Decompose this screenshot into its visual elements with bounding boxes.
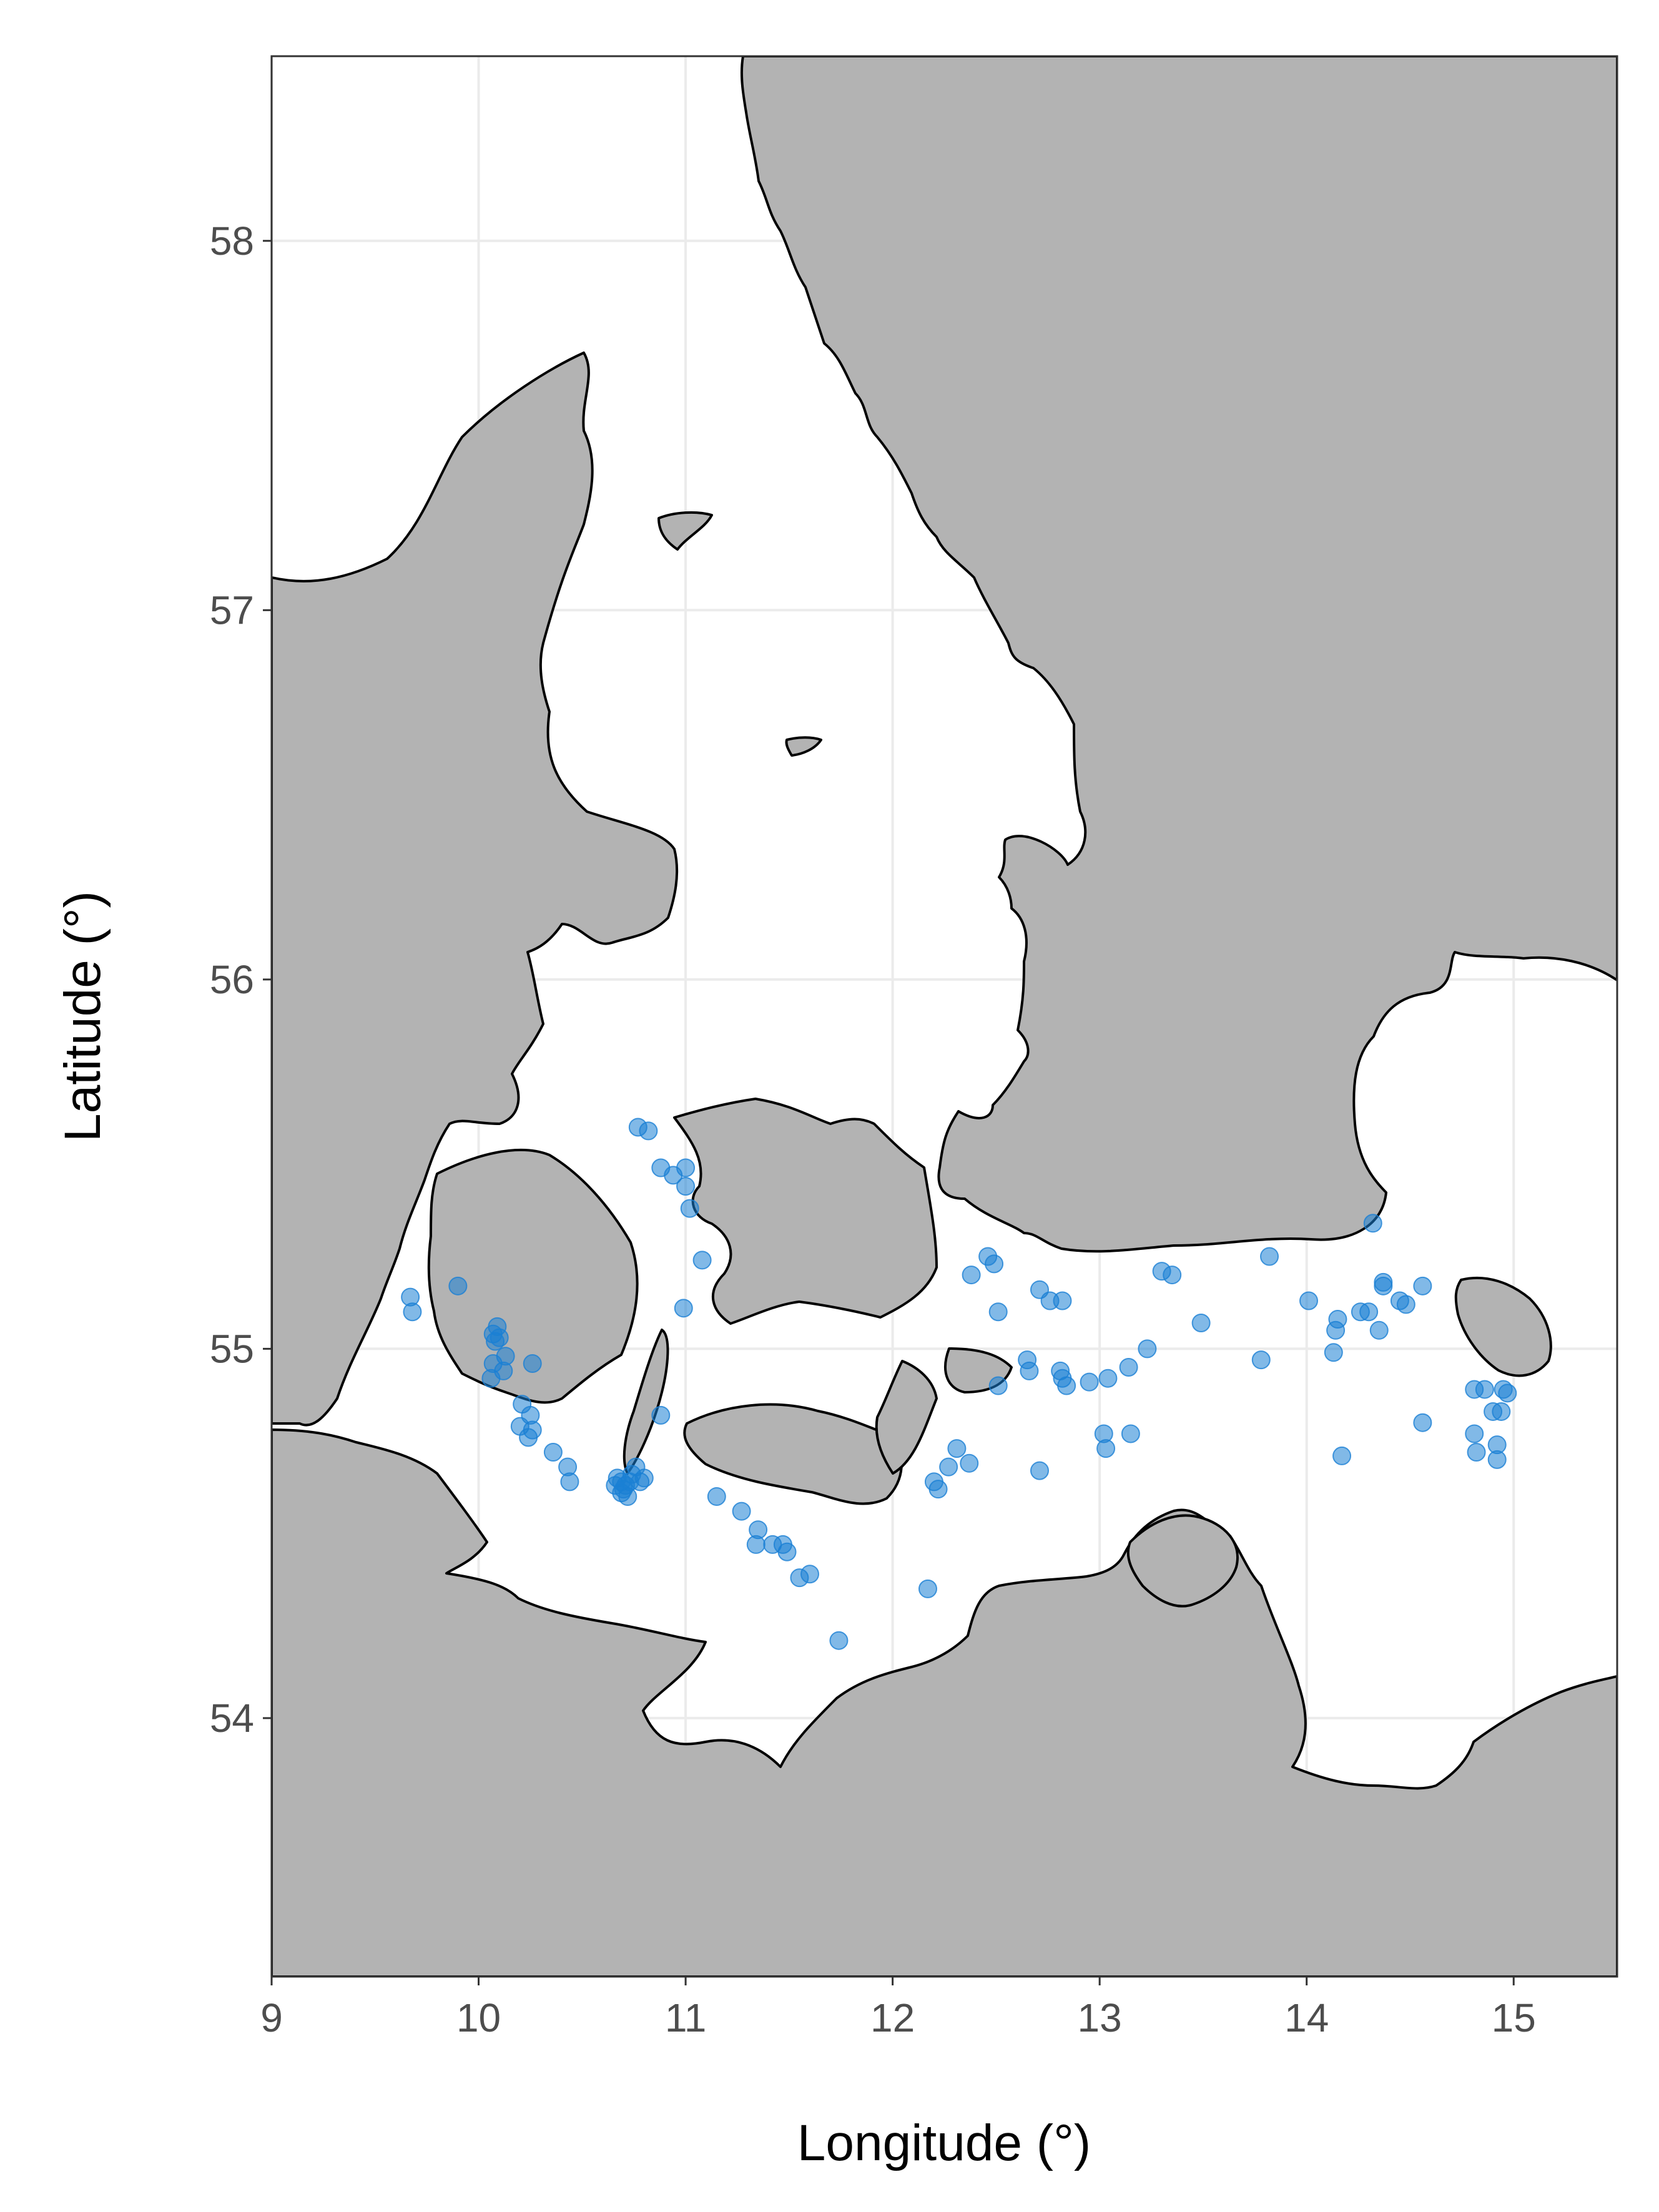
land-funen: [427, 1148, 639, 1404]
station-point: [403, 1302, 422, 1322]
station-point: [732, 1502, 751, 1521]
station-point: [560, 1472, 579, 1492]
station-point: [692, 1251, 712, 1270]
x-axis: 9 10 11 12 13 14 15: [260, 1977, 1536, 2040]
station-point: [960, 1453, 979, 1473]
station-point: [1163, 1266, 1182, 1285]
station-point: [939, 1457, 958, 1477]
station-point: [1465, 1424, 1484, 1443]
station-point: [1251, 1350, 1271, 1370]
land-falster: [875, 1360, 938, 1475]
x-tick-label: 9: [260, 1995, 283, 2040]
station-point: [988, 1302, 1008, 1322]
land-bornholm: [1454, 1276, 1552, 1377]
station-point: [1492, 1402, 1511, 1421]
y-axis-title: Latitude (°): [54, 891, 111, 1142]
station-points: [401, 1118, 1517, 1650]
station-point: [519, 1428, 538, 1447]
station-point: [1374, 1272, 1393, 1292]
station-point: [680, 1199, 699, 1218]
station-point: [1057, 1376, 1076, 1395]
station-point: [1121, 1424, 1140, 1443]
land-zealand: [673, 1098, 938, 1325]
land-anholt: [657, 511, 713, 551]
x-tick-label: 11: [665, 1995, 706, 2040]
x-tick-label: 13: [1078, 1995, 1122, 2040]
station-point: [1299, 1291, 1319, 1310]
station-point: [746, 1535, 766, 1554]
land-germany-poland: [272, 1428, 1617, 1977]
station-point: [1487, 1450, 1507, 1469]
station-point: [829, 1631, 849, 1650]
station-point: [1053, 1291, 1072, 1310]
station-point: [985, 1254, 1004, 1274]
station-point: [676, 1158, 696, 1177]
station-point: [1413, 1413, 1432, 1432]
x-axis-title: Longitude (°): [797, 2115, 1091, 2171]
station-point: [620, 1472, 639, 1492]
station-point: [1363, 1214, 1382, 1233]
y-axis: 54 55 56 57 58: [210, 219, 272, 1741]
station-point: [1359, 1302, 1379, 1322]
station-point: [1369, 1320, 1389, 1340]
station-point: [1030, 1461, 1050, 1480]
x-tick-label: 12: [870, 1995, 915, 2040]
y-tick-label: 55: [210, 1326, 254, 1371]
station-point: [918, 1579, 937, 1598]
land-layer: [272, 56, 1617, 1977]
station-point: [1096, 1439, 1116, 1458]
y-tick-label: 58: [210, 219, 254, 263]
station-point: [676, 1177, 696, 1196]
station-point: [1413, 1276, 1432, 1295]
station-point: [1498, 1384, 1517, 1403]
station-point: [448, 1276, 468, 1295]
x-tick-label: 10: [456, 1995, 501, 2040]
station-point: [1098, 1369, 1118, 1388]
station-point: [1080, 1372, 1099, 1392]
y-tick-label: 57: [210, 587, 254, 632]
station-point: [1475, 1380, 1494, 1399]
station-point: [1324, 1343, 1343, 1362]
station-point: [628, 1118, 647, 1137]
panel-border: [270, 55, 1618, 1978]
land-jutland: [272, 351, 679, 1427]
y-tick-label: 56: [210, 957, 254, 1002]
station-point: [490, 1328, 509, 1347]
station-point: [800, 1565, 819, 1584]
station-point: [1467, 1443, 1486, 1462]
station-point: [777, 1542, 797, 1561]
station-point: [1020, 1361, 1039, 1380]
station-point: [1260, 1247, 1279, 1266]
station-point: [1328, 1310, 1347, 1329]
land-small-island: [785, 736, 822, 757]
station-point: [523, 1354, 542, 1374]
station-point: [674, 1299, 693, 1318]
land-sweden: [740, 56, 1617, 1253]
station-point: [1119, 1357, 1138, 1377]
land-ruegen: [1126, 1514, 1239, 1608]
station-point: [1332, 1446, 1352, 1465]
station-point: [651, 1405, 671, 1425]
station-point: [1396, 1295, 1415, 1314]
y-tick-label: 54: [210, 1696, 254, 1741]
station-point: [928, 1480, 948, 1499]
station-point: [947, 1439, 967, 1458]
station-point: [988, 1376, 1008, 1395]
x-tick-label: 15: [1492, 1995, 1536, 2040]
x-tick-label: 14: [1284, 1995, 1329, 2040]
station-point: [481, 1369, 501, 1388]
station-point: [1191, 1313, 1211, 1332]
land-lolland: [683, 1403, 903, 1505]
station-point: [707, 1487, 726, 1506]
station-point: [962, 1266, 981, 1285]
station-point: [543, 1443, 563, 1462]
station-point: [1138, 1339, 1157, 1359]
